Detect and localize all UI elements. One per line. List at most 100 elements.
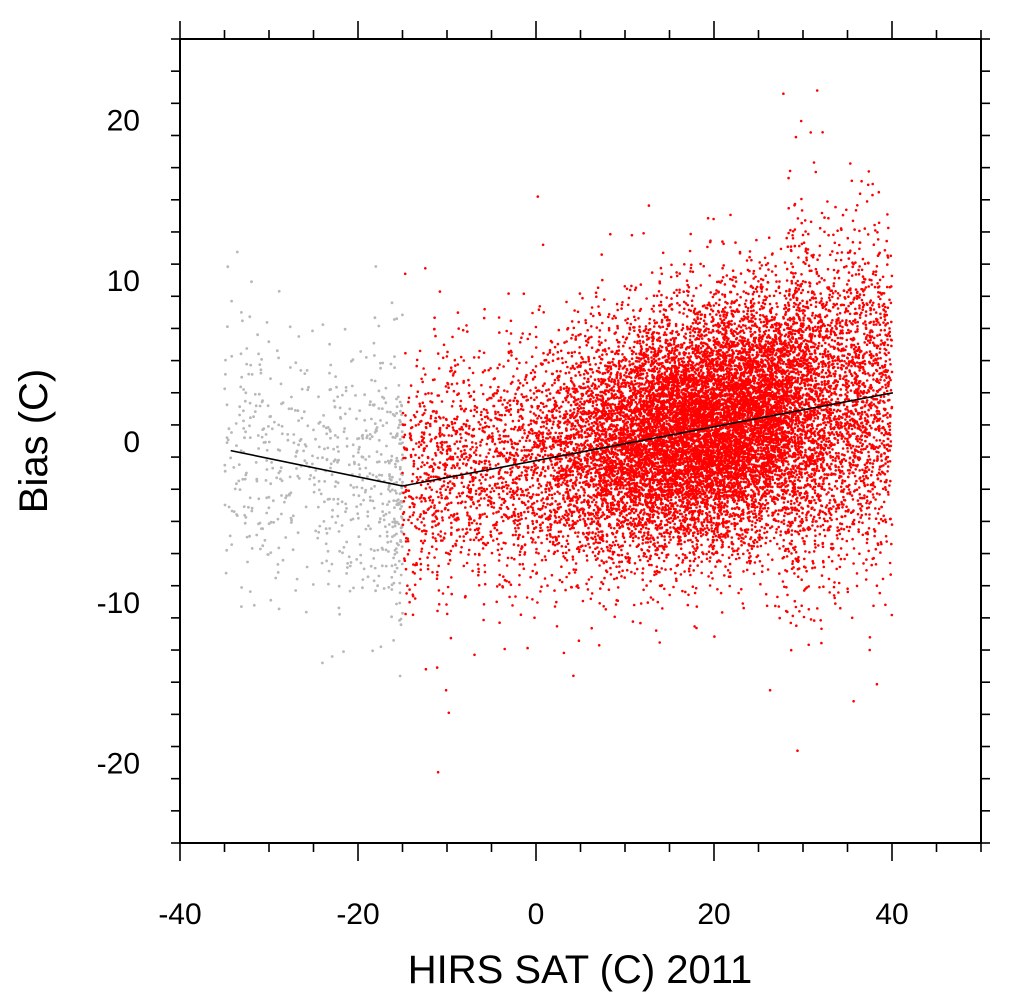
data-point [544, 469, 547, 473]
data-point [319, 492, 323, 496]
data-point [547, 529, 550, 532]
data-point [659, 300, 663, 304]
data-point [272, 521, 276, 524]
data-point [386, 459, 390, 463]
data-point [363, 393, 366, 397]
data-point [884, 534, 888, 538]
data-point [439, 487, 442, 491]
data-point [277, 289, 281, 293]
data-point [368, 472, 372, 475]
data-point [587, 542, 590, 546]
data-point [392, 556, 395, 560]
data-point [565, 539, 569, 542]
data-point [715, 538, 719, 542]
data-point [261, 399, 264, 402]
data-point [298, 439, 302, 443]
data-point [832, 505, 835, 508]
data-point [362, 498, 365, 502]
data-point [693, 557, 697, 560]
data-point [352, 586, 355, 590]
data-point [243, 436, 246, 440]
data-point [635, 403, 639, 406]
data-point [872, 389, 875, 392]
data-point [521, 535, 525, 538]
data-point [334, 480, 338, 484]
data-point [296, 531, 300, 535]
data-point [260, 358, 263, 361]
data-point [267, 425, 270, 428]
data-point [265, 511, 269, 515]
data-point [621, 353, 624, 356]
data-point [432, 475, 435, 479]
data-point [793, 599, 797, 603]
data-point [277, 356, 280, 360]
data-point [419, 475, 422, 479]
data-point [368, 433, 372, 436]
data-point [467, 548, 471, 552]
data-point [424, 392, 427, 396]
data-point [350, 384, 354, 388]
data-point [355, 505, 359, 508]
data-point [471, 445, 474, 449]
data-point [839, 324, 842, 328]
data-point [317, 479, 321, 483]
data-point [801, 299, 804, 303]
data-point [614, 603, 618, 606]
data-point [492, 404, 495, 408]
data-point [325, 531, 329, 535]
data-point [888, 561, 892, 565]
data-point [275, 476, 279, 480]
data-point [386, 503, 389, 506]
data-point [786, 524, 789, 527]
data-point [813, 334, 817, 338]
data-point [664, 341, 668, 345]
data-point [643, 531, 646, 535]
data-point [540, 471, 543, 475]
data-point [390, 575, 394, 579]
data-point [560, 431, 564, 435]
data-point [785, 555, 789, 558]
data-point [556, 490, 559, 494]
data-point [534, 464, 537, 467]
data-point [859, 496, 862, 500]
data-point [845, 338, 849, 342]
data-point [523, 449, 526, 452]
data-point [845, 378, 848, 382]
data-point [808, 298, 812, 302]
data-point [370, 417, 373, 421]
data-point [698, 505, 702, 508]
data-point [380, 473, 384, 477]
data-point [500, 440, 504, 443]
data-point [382, 396, 386, 400]
data-point [242, 419, 245, 423]
data-point [252, 603, 256, 607]
data-point [778, 280, 781, 283]
data-point [614, 393, 617, 396]
data-point [332, 497, 336, 501]
data-point [699, 262, 702, 266]
data-point [244, 516, 248, 519]
data-point [742, 552, 745, 556]
data-point [743, 281, 747, 284]
data-point [598, 335, 601, 339]
data-point [324, 527, 328, 531]
data-point [293, 409, 297, 412]
data-point [806, 477, 809, 480]
data-point [374, 265, 378, 268]
data-point [593, 535, 597, 539]
data-point [398, 400, 402, 404]
data-point [267, 440, 271, 444]
data-point [357, 494, 361, 498]
data-point [800, 604, 803, 607]
data-point [317, 530, 321, 534]
data-point [890, 274, 894, 278]
data-point [276, 517, 280, 521]
data-point [674, 508, 677, 511]
data-point [418, 405, 422, 408]
data-point [501, 481, 504, 485]
data-point [882, 321, 885, 324]
data-point [398, 601, 402, 605]
data-point [399, 623, 403, 627]
data-point [232, 510, 236, 513]
data-point [886, 254, 889, 257]
